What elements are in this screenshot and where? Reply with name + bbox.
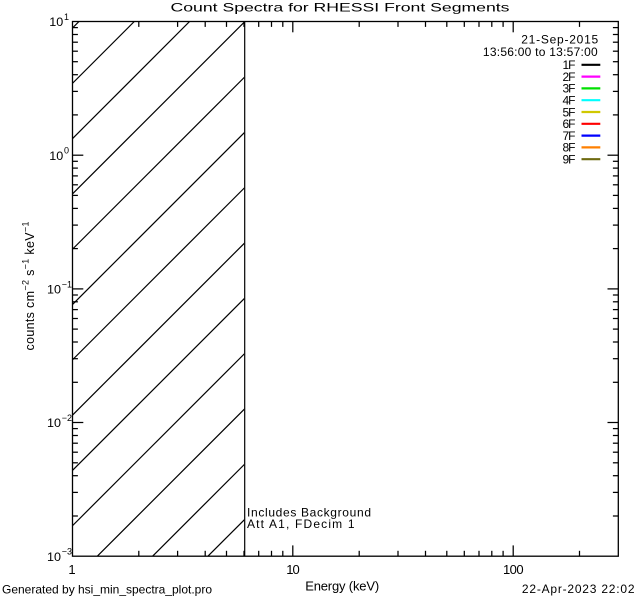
svg-text:counts cm−2 s−1 keV−1: counts cm−2 s−1 keV−1: [21, 222, 38, 351]
svg-text:3F: 3F: [563, 82, 576, 96]
svg-text:2F: 2F: [563, 70, 576, 84]
svg-text:Att A1, FDecim 1: Att A1, FDecim 1: [247, 517, 355, 531]
svg-text:7F: 7F: [563, 129, 576, 143]
svg-text:4F: 4F: [563, 94, 576, 108]
svg-text:10: 10: [47, 282, 61, 296]
svg-text:21-Sep-2015: 21-Sep-2015: [521, 32, 598, 46]
svg-text:Energy (keV): Energy (keV): [305, 579, 379, 594]
svg-text:0: 0: [64, 146, 69, 156]
svg-text:1F: 1F: [563, 58, 576, 72]
svg-text:Includes Background: Includes Background: [247, 505, 371, 519]
svg-text:−3: −3: [62, 547, 72, 557]
svg-text:1: 1: [64, 12, 69, 22]
svg-text:Count Spectra for RHESSI Front: Count Spectra for RHESSI Front Segments: [171, 1, 510, 15]
svg-text:13:56:00 to 13:57:00: 13:56:00 to 13:57:00: [483, 45, 598, 59]
svg-text:22-Apr-2023 22:02: 22-Apr-2023 22:02: [522, 582, 635, 596]
svg-text:1: 1: [68, 562, 75, 577]
svg-text:10: 10: [49, 15, 63, 29]
svg-text:5F: 5F: [563, 105, 576, 119]
svg-text:9F: 9F: [563, 153, 576, 167]
svg-text:6F: 6F: [563, 117, 576, 131]
svg-text:10: 10: [49, 149, 63, 163]
svg-text:8F: 8F: [563, 141, 576, 155]
svg-text:10: 10: [47, 416, 61, 430]
svg-text:10: 10: [286, 562, 300, 577]
svg-text:100: 100: [503, 562, 524, 577]
svg-text:−1: −1: [62, 279, 72, 289]
svg-text:10: 10: [47, 550, 61, 564]
svg-text:−2: −2: [62, 413, 72, 423]
svg-text:Generated by hsi_min_spectra_p: Generated by hsi_min_spectra_plot.pro: [2, 582, 212, 596]
